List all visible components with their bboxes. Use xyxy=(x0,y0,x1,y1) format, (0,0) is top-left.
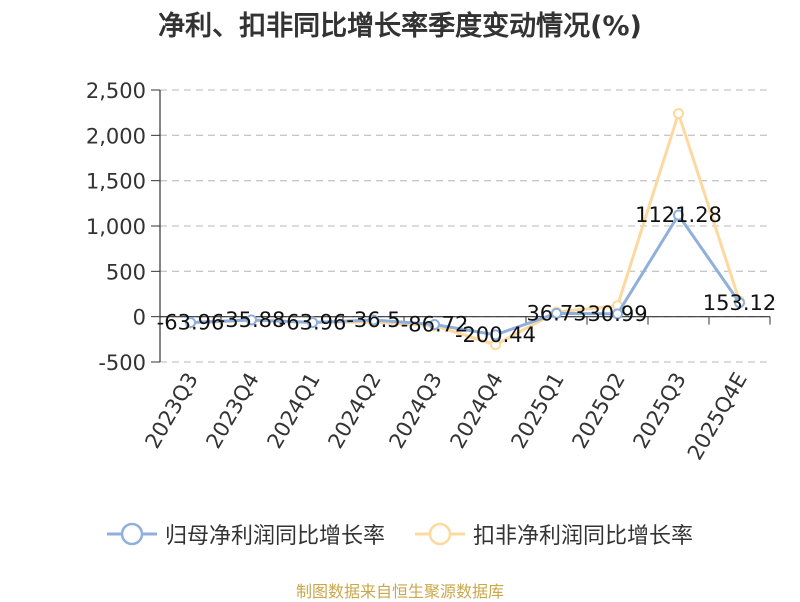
data-label: -200.44 xyxy=(455,323,536,347)
y-tick-label: 2,500 xyxy=(86,79,146,103)
legend-swatch-series-1 xyxy=(106,522,157,546)
y-tick-label: 0 xyxy=(133,306,146,330)
data-label: -63.96 xyxy=(157,310,225,334)
data-point-series-1 xyxy=(185,316,196,328)
x-tick-label: 2023Q3 xyxy=(140,369,202,453)
data-point-series-2 xyxy=(673,108,684,120)
data-point-series-1 xyxy=(307,316,318,328)
x-tick-label: 2025Q1 xyxy=(506,369,568,453)
x-tick-label: 2025Q4E xyxy=(683,369,752,465)
data-label: 153.12 xyxy=(703,291,776,315)
x-tick-label: 2024Q3 xyxy=(384,369,446,453)
data-label: -36.5 xyxy=(346,308,400,332)
data-label: -86.72 xyxy=(401,313,469,337)
legend-label-series-1: 归母净利润同比增长率 xyxy=(164,524,385,549)
y-tick-label: 500 xyxy=(106,260,146,284)
data-label: 36.73 xyxy=(526,301,586,325)
legend: 归母净利润同比增长率 扣非净利润同比增长率 xyxy=(0,518,800,550)
legend-swatch-series-2 xyxy=(415,522,465,546)
data-label: -63.96 xyxy=(279,310,347,334)
x-tick-label: 2025Q3 xyxy=(628,369,690,453)
legend-label-series-2: 扣非净利润同比增长率 xyxy=(473,524,694,549)
data-point-series-1 xyxy=(551,307,562,319)
y-tick-label: -500 xyxy=(98,351,146,375)
x-tick-label: 2024Q1 xyxy=(262,369,324,453)
x-tick-label: 2024Q2 xyxy=(323,369,385,453)
legend-item-series-1[interactable]: 归母净利润同比增长率 xyxy=(106,518,385,550)
line-chart: -500 0 500 1,000 1,500 2,000 2,500 2023Q32023Q4… xyxy=(86,79,776,465)
source-note: 制图数据来自恒生聚源数据库 xyxy=(295,582,504,601)
y-tick-label: 2,000 xyxy=(86,124,146,148)
data-label: 30.99 xyxy=(587,302,647,326)
x-tick-label: 2024Q4 xyxy=(445,369,507,453)
data-point-series-1 xyxy=(734,297,745,309)
legend-item-series-2[interactable]: 扣非净利润同比增长率 xyxy=(415,518,693,550)
data-point-series-1 xyxy=(368,314,379,326)
y-tick-label: 1,500 xyxy=(86,170,146,194)
data-label: -35.88 xyxy=(218,308,286,332)
series-line-1 xyxy=(190,213,741,337)
data-point-series-1 xyxy=(673,209,684,221)
y-tick-label: 1,000 xyxy=(86,215,146,239)
x-tick-label: 2023Q4 xyxy=(201,369,263,453)
data-point-series-1 xyxy=(490,329,501,341)
data-point-series-1 xyxy=(246,314,257,326)
data-point-series-1 xyxy=(612,308,623,320)
data-point-series-1 xyxy=(429,319,440,331)
x-tick-label: 2025Q2 xyxy=(567,369,629,453)
data-label: 1121.28 xyxy=(635,203,722,227)
chart-title: 净利、扣非同比增长率季度变动情况(%) xyxy=(158,11,642,42)
